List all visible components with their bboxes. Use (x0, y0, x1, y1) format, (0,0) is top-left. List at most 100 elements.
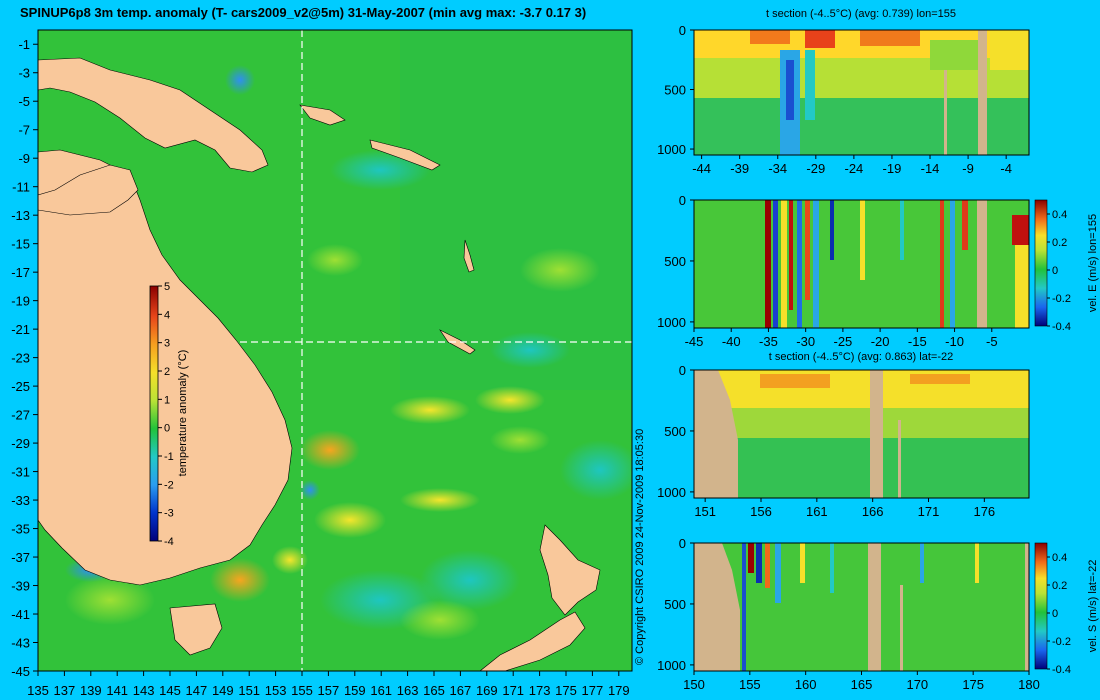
map-x-tick-label: 143 (133, 683, 155, 698)
panel-vel-e-colorbar-label: vel. E (m/s) lon=155 (1087, 214, 1099, 312)
panel-x-tick-label: -30 (796, 334, 815, 349)
map-colorbar-tick-label: 3 (164, 338, 170, 350)
map-x-tick-label: 171 (502, 683, 524, 698)
map-colorbar-tick-label: -3 (164, 508, 174, 520)
copyright: © Copyright CSIRO 2009 24-Nov-2009 18:05… (634, 429, 646, 665)
panel-x-tick-label: -10 (945, 334, 964, 349)
map-x-tick-label: 151 (238, 683, 260, 698)
map-y-tick-label: -13 (11, 208, 30, 223)
panel-x-tick-label: 165 (851, 677, 873, 692)
map-x-tick-label: 137 (54, 683, 76, 698)
panel-x-tick-label: -5 (986, 334, 998, 349)
map-x-tick-label: 149 (212, 683, 234, 698)
figure-title: SPINUP6p8 3m temp. anomaly (T- cars2009_… (20, 5, 586, 20)
map-x-tick-label: 173 (529, 683, 551, 698)
map-panel: 135 137 139 141 143 145 147 149 151 153 155 157 159 1… (11, 29, 633, 698)
panel-x-tick-label: 160 (795, 677, 817, 692)
panel-x-tick-label: -15 (908, 334, 927, 349)
panel-x-tick-label: -44 (692, 161, 711, 176)
map-x-tick-label: 165 (423, 683, 445, 698)
panel-y-tick-label: 1000 (657, 485, 686, 500)
panel-x-tick-label: -35 (759, 334, 778, 349)
panel-y-tick-label: 0 (679, 193, 686, 208)
map-x-tick-label: 135 (27, 683, 49, 698)
map-y-tick-label: -39 (11, 579, 30, 594)
map-y-tick-label: -33 (11, 493, 30, 508)
map-x-tick-label: 163 (397, 683, 419, 698)
panel-x-tick-label: 171 (918, 504, 940, 519)
panel-colorbar-tick-label: -0.4 (1052, 664, 1071, 676)
panel-colorbar-tick-label: 0 (1052, 608, 1058, 620)
panel-temp-lon155: t section (-4..5°C) (avg: 0.739) lon=155… (657, 8, 1030, 176)
map-x-tick-label: 177 (582, 683, 604, 698)
panel-y-tick-label: 500 (664, 597, 686, 612)
land-vanuatu (463, 239, 475, 273)
panel-x-tick-label: -9 (962, 161, 974, 176)
panel-y-tick-label: 0 (679, 536, 686, 551)
map-y-tick-label: -37 (11, 550, 30, 565)
map-y-tick-label: -29 (11, 436, 30, 451)
map-y-tick-label: -35 (11, 522, 30, 537)
map-y-tick-label: -11 (12, 180, 30, 195)
panel-colorbar-tick-label: -0.2 (1052, 636, 1071, 648)
map-y-tick-label: -45 (11, 664, 30, 679)
map-x-ticks: 135 137 139 141 143 145 147 149 151 153 155 157 159 1… (27, 671, 630, 698)
panel-y-tick-label: 0 (679, 23, 686, 38)
map-y-tick-label: -25 (11, 379, 30, 394)
panel-vel-s-colorbar-label: vel. S (m/s) lat=-22 (1087, 560, 1099, 653)
map-x-tick-label: 169 (476, 683, 498, 698)
panel-y-tick-label: 500 (664, 83, 686, 98)
map-colorbar-ticks: 5 4 3 2 1 0 -1 -2 -3 -4 (158, 281, 174, 548)
map-colorbar-tick-label: 2 (164, 366, 170, 378)
panel-x-tick-label: 150 (683, 677, 705, 692)
panel-x-tick-label: -29 (806, 161, 825, 176)
panel-x-tick-label: -34 (768, 161, 787, 176)
panel-vel-e-lon155: 0.4 0.2 0 -0.2 -0.4 vel. E (m/s) lon=155 -45… (657, 193, 1099, 349)
map-x-tick-label: 175 (555, 683, 577, 698)
map-colorbar-tick-label: 0 (164, 423, 170, 435)
panel-temp-lat22: t section (-4..5°C) (avg: 0.863) lat=-22… (657, 351, 1030, 519)
map-y-tick-label: -23 (11, 351, 30, 366)
map-y-tick-label: -17 (11, 265, 30, 280)
map-x-tick-label: 141 (106, 683, 128, 698)
panel-y-tick-label: 500 (664, 254, 686, 269)
panel-vel-s-lat22: 0.4 0.2 0 -0.2 -0.4 vel. S (m/s) lat=-22 150… (657, 536, 1099, 692)
panel-x-tick-label: -4 (1000, 161, 1012, 176)
map-x-tick-label: 157 (318, 683, 340, 698)
panel-x-tick-label: -45 (685, 334, 704, 349)
panel-x-tick-label: -25 (833, 334, 852, 349)
map-x-tick-label: 179 (608, 683, 630, 698)
panel-x-tick-label: 155 (739, 677, 761, 692)
panel-colorbar-tick-label: 0.2 (1052, 580, 1067, 592)
panel-colorbar-tick-label: 0.2 (1052, 237, 1067, 249)
land-new-zealand-north (539, 524, 601, 616)
panel-temp-lon155-title: t section (-4..5°C) (avg: 0.739) lon=155 (766, 8, 956, 20)
panel-x-tick-label: 176 (973, 504, 995, 519)
panel-y-tick-label: 500 (664, 424, 686, 439)
map-colorbar-tick-label: -4 (164, 536, 174, 548)
map-frame (37, 29, 633, 672)
map-x-tick-label: 155 (291, 683, 313, 698)
map-colorbar-label: temperature anomaly (°C) (177, 350, 189, 477)
map-colorbar-tick-label: 4 (164, 309, 170, 321)
map-colorbar-tick-label: 5 (164, 281, 170, 293)
map-x-tick-label: 153 (265, 683, 287, 698)
map-x-tick-label: 161 (370, 683, 392, 698)
map-colorbar-tick-label: -1 (164, 451, 174, 463)
panel-x-tick-label: -20 (871, 334, 890, 349)
panel-x-tick-label: 170 (906, 677, 928, 692)
map-x-tick-label: 145 (159, 683, 181, 698)
map-y-tick-label: -27 (11, 408, 30, 423)
panel-colorbar-tick-label: 0 (1052, 265, 1058, 277)
map-y-tick-label: -5 (18, 94, 30, 109)
map-x-tick-label: 139 (80, 683, 102, 698)
map-y-ticks: -1 -3 -5 -7 -9 -11 -13 -15 -17 -19 -21 -23 -25 -27 -29… (11, 37, 38, 679)
land-new-britain (299, 104, 346, 126)
panel-x-tick-label: 161 (806, 504, 828, 519)
map-y-tick-label: -7 (18, 123, 30, 138)
panel-y-tick-label: 1000 (657, 315, 686, 330)
panel-vel-e-colorbar (1034, 199, 1048, 327)
panel-x-tick-label: -39 (730, 161, 749, 176)
land-new-guinea (37, 57, 269, 173)
